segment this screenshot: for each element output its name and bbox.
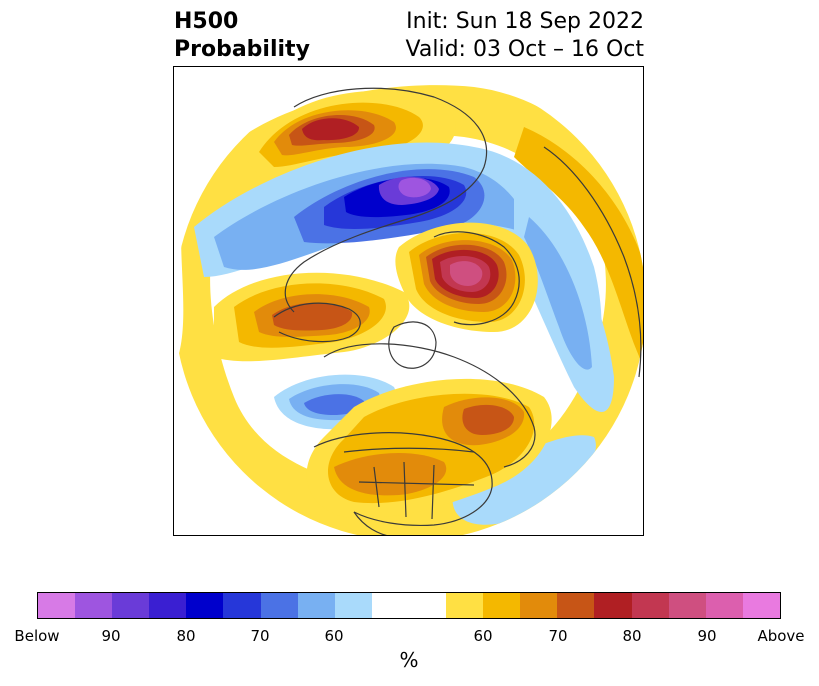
coast-europe: [433, 231, 520, 326]
colorbar-unit: %: [399, 648, 419, 672]
colorbar-segment: [149, 593, 187, 618]
colorbar-tick-label: 90: [697, 627, 717, 645]
warm-scand-core: [450, 261, 483, 286]
coastlines: [273, 87, 642, 535]
colorbar-tick-label: 80: [176, 627, 196, 645]
colorbar-segment: [631, 593, 669, 618]
colorbar: [37, 592, 781, 619]
colorbar-segment: [260, 593, 298, 618]
colorbar-segment: [186, 593, 224, 618]
colorbar-segment: [446, 593, 484, 618]
coast-greenland: [388, 321, 437, 369]
init-date: Init: Sun 18 Sep 2022: [406, 9, 644, 34]
colorbar-segment: [668, 593, 706, 618]
colorbar-tick-label: Below: [14, 627, 60, 645]
colorbar-segment: [297, 593, 335, 618]
cold-ak-3: [304, 394, 365, 415]
cold-right-lobe-2: [524, 217, 592, 370]
warm-na-4: [462, 404, 514, 435]
probability-map: [173, 66, 644, 536]
colorbar-segment: [334, 593, 372, 618]
border-states: [358, 461, 475, 520]
colorbar-segment: [112, 593, 150, 618]
colorbar-segment: [557, 593, 595, 618]
colorbar-tick-label: 60: [324, 627, 344, 645]
title-variable: H500: [174, 9, 239, 34]
coast-mexico: [353, 511, 388, 535]
map-title: H500 Probability: [174, 8, 310, 64]
coast-asia: [284, 87, 488, 313]
coast-alaska: [273, 302, 361, 343]
colorbar-tick-label: 70: [548, 627, 568, 645]
cold-atl: [452, 435, 596, 525]
forecast-dates: Init: Sun 18 Sep 2022 Valid: 03 Oct – 16…: [406, 8, 644, 64]
cold-band-core: [398, 177, 431, 198]
coast-canada: [323, 343, 536, 468]
colorbar-segment: [75, 593, 113, 618]
colorbar-segment: [38, 593, 76, 618]
warm-conus-3: [334, 452, 447, 496]
colorbar-segment: [705, 593, 743, 618]
title-product: Probability: [174, 37, 310, 62]
warm-top-core: [302, 118, 360, 141]
colorbar-segment: [223, 593, 261, 618]
coast-right: [543, 146, 642, 378]
border-us-canada: [343, 447, 475, 453]
colorbar-segment: [371, 593, 447, 618]
warm-right-band: [514, 127, 643, 367]
anomaly-field: [174, 69, 643, 535]
colorbar-segment: [594, 593, 632, 618]
colorbar-tick-label: 90: [101, 627, 121, 645]
colorbar-tick-label: Above: [757, 627, 805, 645]
map-canvas: [174, 69, 643, 535]
coast-conus: [313, 432, 493, 526]
colorbar-tick-label: 80: [622, 627, 642, 645]
colorbar-segment: [742, 593, 780, 618]
colorbar-segment: [520, 593, 558, 618]
valid-range: Valid: 03 Oct – 16 Oct: [405, 37, 644, 62]
colorbar-tick-label: 70: [250, 627, 270, 645]
colorbar-segment: [483, 593, 521, 618]
colorbar-tick-label: 60: [473, 627, 493, 645]
